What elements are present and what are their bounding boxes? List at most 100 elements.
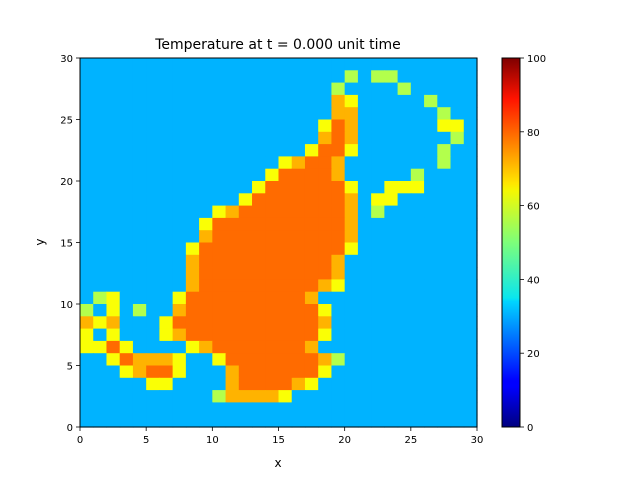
- heatmap-cell: [106, 390, 121, 403]
- heatmap-cell: [172, 304, 187, 317]
- heatmap-cell: [344, 205, 359, 219]
- heatmap-cell: [159, 365, 174, 379]
- heatmap-cell: [199, 353, 213, 367]
- heatmap-cell: [318, 414, 333, 428]
- heatmap-cell: [410, 230, 425, 244]
- heatmap-cell: [106, 414, 121, 428]
- heatmap-cell: [318, 217, 333, 231]
- heatmap-cell: [371, 181, 385, 194]
- heatmap-cell: [212, 291, 227, 305]
- heatmap-cell: [172, 94, 187, 108]
- heatmap-cell: [357, 365, 372, 379]
- heatmap-cell: [159, 119, 174, 133]
- colorbar-tick-label: 40: [527, 275, 540, 286]
- heatmap-cell: [252, 181, 266, 194]
- heatmap-cell: [357, 267, 372, 280]
- heatmap-cell: [424, 267, 438, 280]
- heatmap-cell: [212, 353, 227, 367]
- heatmap-cell: [450, 168, 465, 182]
- heatmap-cell: [212, 402, 227, 416]
- heatmap-cell: [119, 70, 134, 84]
- heatmap-cell: [344, 82, 359, 96]
- heatmap-cell: [106, 340, 121, 354]
- heatmap-cell: [331, 168, 346, 182]
- heatmap-cell: [199, 131, 213, 145]
- heatmap-cell: [199, 340, 213, 354]
- heatmap-cell: [424, 217, 438, 231]
- heatmap-cell: [357, 402, 372, 416]
- heatmap-cell: [132, 377, 147, 391]
- heatmap-cell: [199, 217, 213, 231]
- heatmap-cell: [159, 230, 174, 244]
- heatmap-cell: [344, 217, 359, 231]
- heatmap-cell: [384, 267, 399, 280]
- heatmap-cell: [278, 144, 293, 157]
- heatmap-cell: [437, 193, 452, 207]
- heatmap-cell: [132, 230, 147, 244]
- y-tick-label: 10: [60, 300, 73, 311]
- heatmap-cell: [172, 328, 187, 342]
- heatmap-cell: [252, 193, 266, 207]
- heatmap-cell: [199, 82, 213, 96]
- heatmap-cell: [185, 107, 200, 121]
- heatmap-cell: [437, 58, 452, 71]
- heatmap-cell: [146, 107, 160, 121]
- heatmap-cell: [265, 242, 280, 256]
- heatmap-cell: [278, 402, 293, 416]
- heatmap-cell: [172, 82, 187, 96]
- heatmap-cell: [278, 82, 293, 96]
- colorbar-ticks: 0 20 40 60 80 100: [520, 54, 546, 434]
- heatmap-cell: [424, 94, 438, 108]
- heatmap-cell: [304, 193, 319, 207]
- heatmap-cell: [331, 217, 346, 231]
- x-tick-label: 30: [471, 435, 484, 446]
- heatmap-cell: [304, 402, 319, 416]
- heatmap-cell: [291, 340, 306, 354]
- heatmap-cell: [437, 156, 452, 170]
- heatmap-cell: [212, 316, 227, 330]
- heatmap-cell: [331, 230, 346, 244]
- heatmap-cell: [304, 70, 319, 84]
- heatmap-cell: [265, 414, 280, 428]
- heatmap-cell: [265, 365, 280, 379]
- heatmap-cell: [185, 353, 200, 367]
- heatmap-cell: [410, 267, 425, 280]
- x-tick-label: 0: [77, 435, 83, 446]
- heatmap-cell: [450, 217, 465, 231]
- heatmap-cell: [265, 304, 280, 317]
- heatmap-cell: [318, 107, 333, 121]
- heatmap-cell: [252, 168, 266, 182]
- heatmap-cell: [463, 217, 478, 231]
- heatmap-cell: [397, 328, 412, 342]
- heatmap-cell: [344, 119, 359, 133]
- heatmap-cell: [437, 181, 452, 194]
- heatmap-cell: [291, 70, 306, 84]
- heatmap-cell: [291, 267, 306, 280]
- heatmap-cell: [291, 144, 306, 157]
- heatmap-cell: [106, 230, 121, 244]
- heatmap-cell: [437, 94, 452, 108]
- heatmap-cell: [331, 340, 346, 354]
- heatmap-cell: [252, 58, 266, 71]
- heatmap-cell: [304, 365, 319, 379]
- heatmap-cell: [384, 168, 399, 182]
- heatmap-cell: [344, 94, 359, 108]
- heatmap-cell: [93, 304, 108, 317]
- heatmap-cell: [397, 254, 412, 268]
- heatmap-cell: [185, 279, 200, 293]
- heatmap-cell: [159, 353, 174, 367]
- heatmap-cell: [410, 390, 425, 403]
- heatmap-cell: [185, 193, 200, 207]
- heatmap-cell: [199, 377, 213, 391]
- heatmap-cell: [384, 328, 399, 342]
- heatmap-cell: [384, 144, 399, 157]
- heatmap-cell: [106, 119, 121, 133]
- heatmap-cell: [146, 365, 160, 379]
- heatmap-cell: [278, 267, 293, 280]
- heatmap-cell: [132, 94, 147, 108]
- heatmap-cell: [291, 365, 306, 379]
- heatmap-cell: [252, 144, 266, 157]
- heatmap-cell: [80, 414, 94, 428]
- heatmap-cell: [318, 402, 333, 416]
